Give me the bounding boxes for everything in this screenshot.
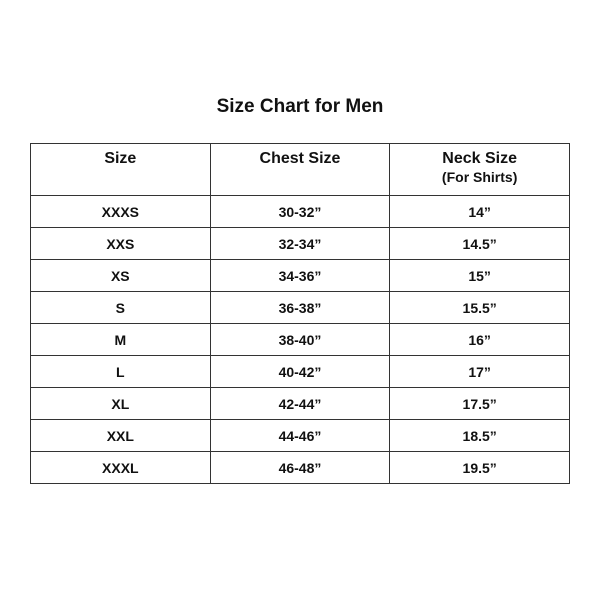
size-cell: S [30,291,211,324]
header-row: Size Chest Size Neck Size (For Shirts) [30,143,570,196]
size-cell: XXXL [30,451,211,484]
header-size: Size [30,143,211,196]
chest-size-cell: 32-34” [209,227,391,260]
header-sublabel: (For Shirts) [441,169,518,185]
neck-size-cell: 15.5” [389,291,570,324]
chest-size-cell: 44-46” [209,419,391,452]
table-row: S 36-38” 15.5” [30,291,570,324]
table-row: XXXL 46-48” 19.5” [30,451,570,484]
table-row: XS 34-36” 15” [30,259,570,292]
size-cell: L [30,355,211,388]
chest-size-cell: 42-44” [209,387,391,420]
neck-size-cell: 14.5” [389,227,570,260]
table-row: L 40-42” 17” [30,355,570,388]
header-label: Neck Size [442,150,518,167]
table-row: XXL 44-46” 18.5” [30,419,570,452]
neck-size-cell: 18.5” [389,419,570,452]
chest-size-cell: 46-48” [209,451,391,484]
chest-size-cell: 30-32” [209,195,391,228]
size-cell: XL [30,387,211,420]
size-cell: XXL [30,419,211,452]
header-neck-size: Neck Size (For Shirts) [389,143,570,196]
neck-size-cell: 17” [389,355,570,388]
table-row: M 38-40” 16” [30,323,570,356]
size-cell: XXS [30,227,211,260]
size-cell: M [30,323,211,356]
neck-size-cell: 17.5” [389,387,570,420]
neck-size-cell: 16” [389,323,570,356]
table-row: XXXS 30-32” 14” [30,195,570,228]
table-row: XL 42-44” 17.5” [30,387,570,420]
size-cell: XS [30,259,211,292]
neck-size-cell: 15” [389,259,570,292]
chest-size-cell: 38-40” [209,323,391,356]
neck-size-cell: 19.5” [389,451,570,484]
chest-size-cell: 34-36” [209,259,391,292]
chest-size-cell: 36-38” [209,291,391,324]
table-row: XXS 32-34” 14.5” [30,227,570,260]
page-title: Size Chart for Men [216,96,384,117]
size-cell: XXXS [30,195,211,228]
chest-size-cell: 40-42” [209,355,391,388]
header-label: Chest Size [259,150,341,167]
header-label: Size [104,150,137,167]
header-chest-size: Chest Size [209,143,391,196]
neck-size-cell: 14” [389,195,570,228]
size-chart-table: Size Chest Size Neck Size (For Shirts) XX… [30,143,570,484]
